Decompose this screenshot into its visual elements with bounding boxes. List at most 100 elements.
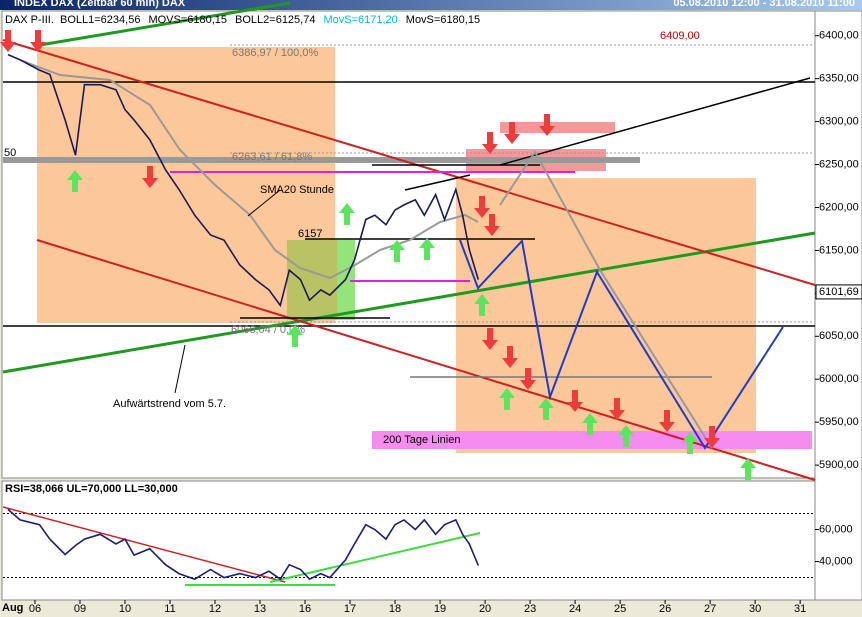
down-arrow [502, 346, 518, 368]
x-tick-label: 26 [659, 603, 671, 615]
x-tick-label: 17 [344, 603, 356, 615]
annotation: 6157 [298, 228, 322, 240]
indicator-label: MovS=6180,15 [406, 14, 480, 26]
zone-box [37, 47, 335, 323]
y-tick-label: 6250,00 [819, 158, 859, 170]
y-tick-label: 5950,00 [819, 416, 859, 428]
zone-box [456, 178, 756, 453]
x-tick-label: 09 [74, 603, 86, 615]
rsi-trend-line [2, 506, 286, 583]
sma-line [19, 59, 479, 280]
down-arrow [142, 166, 158, 188]
pointer [174, 344, 186, 394]
zone-box [500, 122, 615, 133]
down-arrow [704, 426, 720, 448]
arrow-layer [0, 30, 756, 480]
up-arrow [339, 203, 355, 225]
x-tick-label: 24 [569, 603, 581, 615]
down-arrow [520, 368, 536, 390]
up-arrow [538, 398, 554, 420]
zone-box [287, 240, 337, 320]
up-arrow [67, 170, 83, 192]
date-range: 05.08.2010 12:00 - 31.08.2010 11:00 [673, 0, 855, 9]
y-tick-label: 6050,00 [819, 330, 859, 342]
window-title: INDEX DAX (Zeitbar 60 min) DAX [14, 0, 186, 9]
value-axis-panel [814, 10, 862, 601]
x-tick-label: 20 [479, 603, 491, 615]
down-arrow [482, 328, 498, 350]
y-tick-label: 6300,00 [819, 116, 859, 128]
up-arrow [287, 325, 303, 347]
x-tick-label: 11 [164, 603, 175, 615]
x-tick-label: 19 [434, 603, 446, 615]
y-tick-label: 6150,00 [819, 244, 859, 256]
annotation: 6386,97 / 100,0% [232, 47, 318, 59]
x-tick-label: 31 [794, 603, 806, 615]
channel-line [2, 39, 816, 286]
up-arrow [618, 425, 634, 447]
forecast-path [459, 238, 784, 450]
forecast-path [499, 150, 713, 449]
indicator-label: BOLL1=6234,56 [60, 14, 140, 26]
x-tick-label: 10 [119, 603, 131, 615]
x-tick-label: 13 [254, 603, 266, 615]
up-arrow [740, 458, 756, 480]
trend-line [39, 1, 291, 47]
down-arrow [484, 214, 500, 236]
trend-line [2, 231, 816, 374]
up-arrow [389, 240, 405, 262]
y-tick-label: 6000,00 [819, 373, 859, 385]
x-tick-label: 30 [749, 603, 761, 615]
annotation: 50 [4, 147, 16, 159]
up-arrow [582, 413, 598, 435]
rsi-title: RSI=38,066 UL=70,000 LL=30,000 [5, 483, 178, 495]
title-bar [0, 0, 862, 10]
down-arrow [474, 196, 490, 218]
down-arrow [609, 398, 625, 420]
y-tick-label: 6200,00 [819, 201, 859, 213]
down-arrow [0, 30, 16, 52]
indicator-label: BOLL2=6125,74 [235, 14, 315, 26]
annotation: 6066,04 / 0,0% [231, 324, 305, 336]
y-tick-label: 5900,00 [819, 459, 859, 471]
x-tick-label: 25 [614, 603, 626, 615]
down-arrow [539, 114, 555, 136]
price-line [7, 53, 480, 308]
y-tick-label: 6400,00 [819, 30, 859, 42]
x-tick-label: 27 [704, 603, 716, 615]
indicator-label: MovS=6171,20 [323, 14, 397, 26]
down-arrow [504, 122, 520, 144]
month-label: Aug [2, 602, 23, 614]
price-line [7, 508, 480, 581]
x-tick-label: 18 [389, 603, 401, 615]
annotation: Aufwärtstrend vom 5.7. [113, 398, 226, 410]
last-price-box [815, 284, 862, 300]
last-price-label: 6101,69 [819, 286, 859, 298]
up-arrow [474, 294, 490, 316]
trend-line [499, 77, 811, 166]
annotation: 200 Tage Linien [383, 434, 460, 446]
y-tick-label: 40,000 [819, 555, 853, 567]
annotation: SMA20 Stunde [260, 184, 334, 196]
annotation: 6409,00 [660, 30, 700, 42]
trend-line [404, 174, 471, 191]
indicator-label: MOVS=6180,15 [148, 14, 227, 26]
annotation: 6263,61 / 61,8% [232, 151, 312, 163]
down-arrow [567, 390, 583, 412]
x-tick-label: 16 [299, 603, 311, 615]
up-arrow [419, 238, 435, 260]
down-arrow [482, 132, 498, 154]
x-tick-label: 12 [209, 603, 221, 615]
down-arrow [659, 410, 675, 432]
x-tick-label: 23 [524, 603, 536, 615]
annotation-layer: 6409,00 6386,97 / 100,0% 6263,61 / 61,8%… [2, 1, 816, 586]
up-arrow [682, 432, 698, 454]
pointer [247, 189, 281, 217]
up-arrow [499, 388, 515, 410]
y-tick-label: 60,000 [819, 523, 853, 535]
x-tick-label: 06 [29, 603, 41, 615]
data-layer [7, 53, 480, 581]
y-tick-label: 6350,00 [819, 73, 859, 85]
down-arrow [30, 30, 46, 52]
